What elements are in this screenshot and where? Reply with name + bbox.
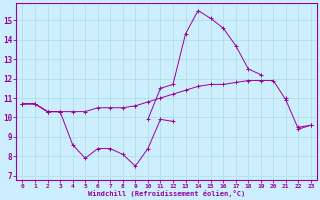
X-axis label: Windchill (Refroidissement éolien,°C): Windchill (Refroidissement éolien,°C) xyxy=(88,190,245,197)
